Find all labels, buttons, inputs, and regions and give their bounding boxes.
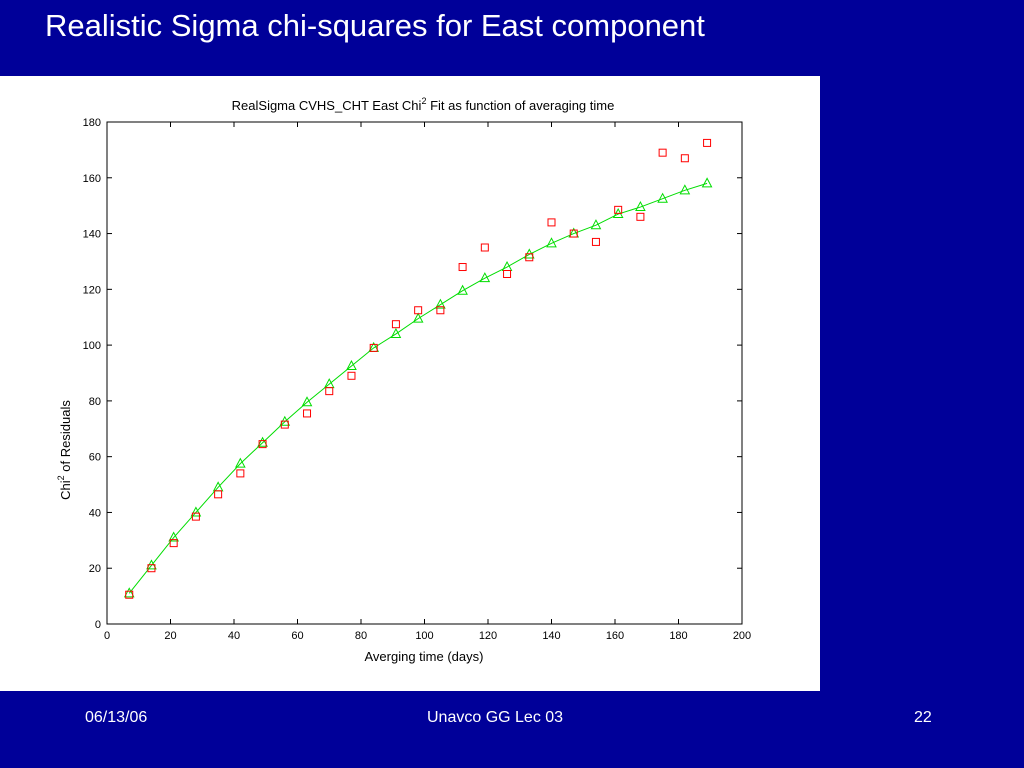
observed-point	[414, 306, 423, 315]
x-tick-label: 180	[669, 630, 687, 642]
x-tick-label: 80	[355, 630, 367, 642]
footer-page-number: 22	[914, 709, 932, 726]
fit-line	[128, 182, 708, 594]
x-tick-label: 40	[228, 630, 240, 642]
fit-point	[123, 587, 135, 598]
fit-point	[501, 260, 513, 272]
y-axis-ticks: 0 20 40 60 80 100 120 140 160 180	[83, 117, 742, 631]
x-axis-ticks: 0 20 40 60 80 100 120 140 160 180 200	[104, 122, 751, 642]
observed-point	[658, 148, 667, 157]
y-tick-label: 80	[89, 396, 101, 408]
y-tick-label: 0	[95, 619, 101, 631]
observed-point	[680, 154, 689, 163]
fit-point	[235, 457, 246, 468]
chart-title-sup: 2	[421, 96, 426, 106]
fit-point	[590, 219, 602, 230]
chart-title-main: RealSigma CVHS_CHT East Chi	[232, 98, 422, 113]
x-tick-label: 140	[542, 630, 560, 642]
observed-point	[303, 409, 312, 418]
observed-point	[591, 237, 600, 246]
x-tick-label: 100	[415, 630, 433, 642]
observed-point	[480, 243, 489, 252]
observed-point	[125, 590, 134, 599]
x-tick-label: 0	[104, 630, 110, 642]
slide-title: Realistic Sigma chi-squares for East com…	[45, 8, 705, 43]
fit-point	[679, 184, 691, 195]
observed-point	[525, 253, 534, 262]
footer-lecture: Unavco GG Lec 03	[427, 709, 564, 726]
y-tick-label: 120	[83, 284, 101, 296]
fit-point	[546, 237, 557, 248]
chi-square-chart: RealSigma CVHS_CHT East Chi2 Fit as func…	[56, 96, 751, 664]
footer-date: 06/13/06	[85, 709, 148, 726]
observed-point	[147, 564, 156, 573]
observed-point	[391, 320, 400, 329]
fit-point	[479, 272, 491, 283]
observed-point	[503, 269, 512, 278]
observed-point	[347, 371, 356, 380]
fit-point	[657, 192, 668, 203]
observed-point	[614, 205, 623, 214]
plot-frame	[106, 121, 743, 625]
observed-point	[636, 212, 645, 221]
y-tick-label: 100	[83, 340, 101, 352]
fit-point	[701, 177, 713, 188]
observed-point	[569, 229, 578, 238]
fit-point	[257, 436, 268, 447]
observed-point	[280, 420, 289, 429]
fit-point	[301, 396, 313, 407]
observed-point	[703, 138, 712, 147]
x-tick-label: 120	[479, 630, 497, 642]
chart-axes	[106, 121, 743, 625]
observed-point	[547, 218, 556, 227]
y-tick-label: 60	[89, 452, 101, 464]
fit-point	[190, 506, 202, 517]
x-tick-label: 60	[291, 630, 303, 642]
fit-point	[390, 327, 402, 338]
y-tick-label: 160	[83, 173, 101, 185]
observed-point	[369, 343, 378, 352]
x-axis-label: Averging time (days)	[365, 649, 484, 664]
x-tick-label: 20	[164, 630, 176, 642]
y-tick-label: 180	[83, 117, 101, 129]
fit-point	[412, 312, 424, 323]
observed-point	[258, 440, 267, 449]
fit-point	[168, 531, 180, 542]
observed-series	[125, 138, 712, 599]
y-tick-label: 140	[83, 229, 101, 241]
fit-point	[635, 200, 646, 212]
x-tick-label: 200	[733, 630, 751, 642]
fit-point	[457, 284, 468, 295]
chart-title: RealSigma CVHS_CHT East Chi2 Fit as func…	[232, 96, 615, 113]
chart-title-rest: Fit as function of averaging time	[426, 98, 614, 113]
observed-point	[191, 512, 200, 521]
y-axis-label: Chi2 of Residuals	[56, 400, 73, 500]
observed-point	[236, 469, 245, 478]
fit-series	[123, 177, 713, 598]
y-axis-label-rest: of Residuals	[58, 400, 73, 476]
y-axis-label-main: Chi	[58, 480, 73, 500]
observed-point	[169, 539, 178, 548]
x-tick-label: 160	[606, 630, 624, 642]
observed-point	[458, 263, 467, 272]
observed-point	[214, 490, 223, 499]
observed-point	[325, 387, 334, 396]
y-axis-label-sup: 2	[56, 475, 66, 480]
fit-point	[346, 359, 357, 371]
y-tick-label: 40	[89, 507, 101, 519]
fit-point	[435, 298, 446, 309]
chart-panel: RealSigma CVHS_CHT East Chi2 Fit as func…	[0, 76, 820, 691]
y-tick-label: 20	[89, 563, 101, 575]
observed-point	[436, 306, 445, 315]
